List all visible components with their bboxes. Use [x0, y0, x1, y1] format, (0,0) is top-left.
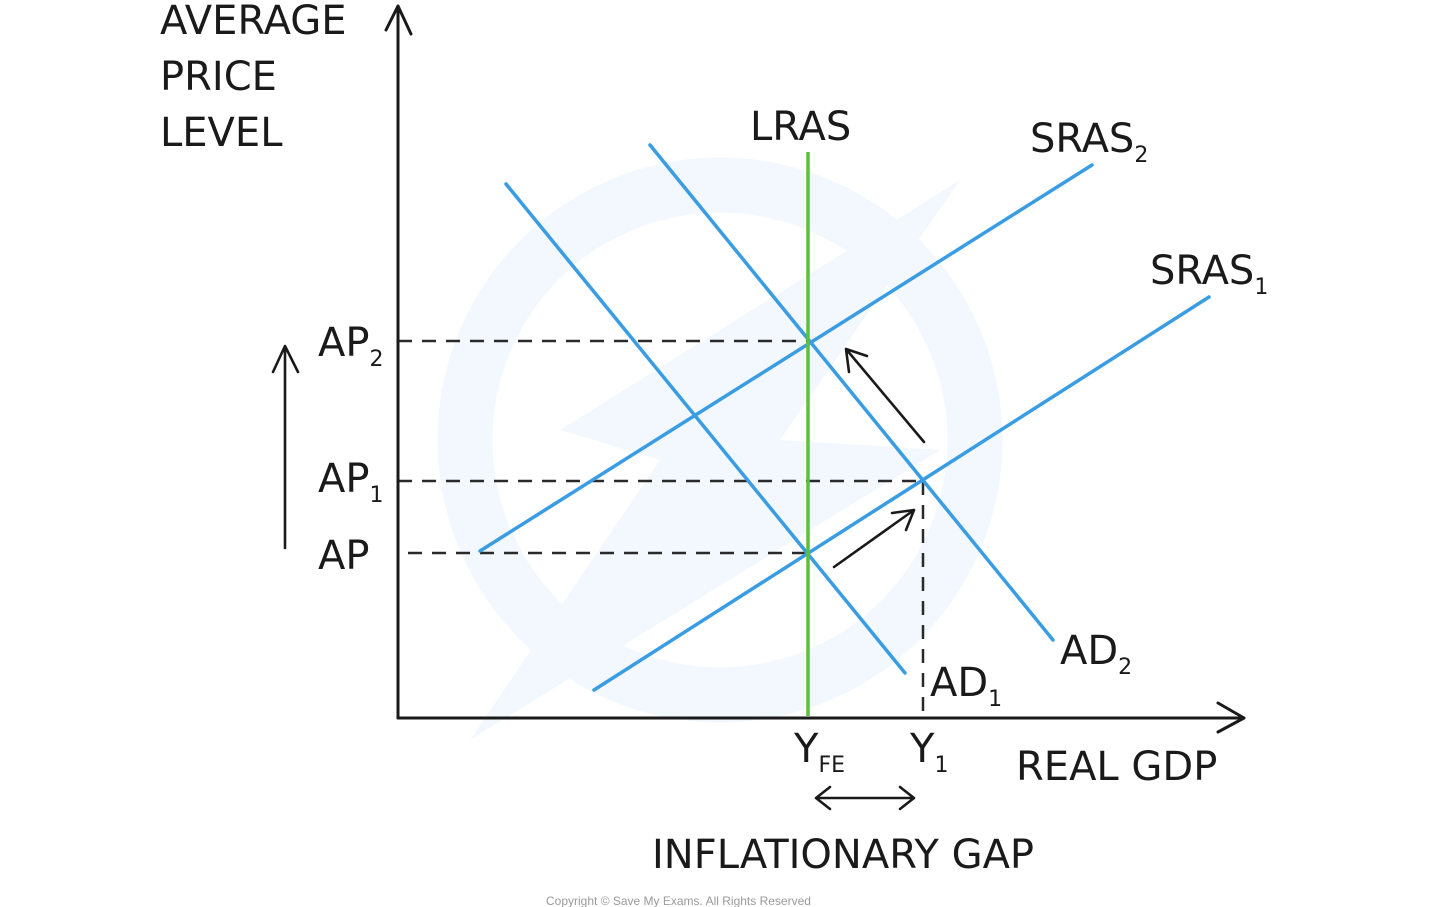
gap-double-arrow — [814, 785, 916, 811]
lras-label: LRAS — [750, 104, 851, 150]
ap1-label: AP1 — [318, 456, 383, 508]
y-axis — [384, 4, 413, 720]
price-rise-arrow — [271, 344, 300, 550]
x-axis — [396, 701, 1246, 734]
ad2-curve — [648, 143, 1055, 642]
yfe-label: YFE — [793, 726, 845, 778]
sras1-label: SRAS1 — [1150, 248, 1268, 300]
ad1-label: AD1 — [930, 660, 1002, 712]
ap2-label: AP2 — [318, 320, 383, 372]
ad-shift-arrow — [832, 508, 916, 569]
x-axis-label: REAL GDP — [1016, 744, 1217, 790]
sras-shift-arrow — [844, 347, 926, 444]
y-axis-label-line-3: LEVEL — [160, 110, 283, 156]
ad1-curve — [504, 182, 907, 675]
ap-label: AP — [318, 533, 369, 579]
sras2-curve — [478, 163, 1094, 553]
y-axis-label-line-2: PRICE — [160, 54, 277, 100]
ad2-label: AD2 — [1060, 628, 1132, 680]
inflationary-gap-label: INFLATIONARY GAP — [652, 832, 1034, 878]
y-axis-label-line-1: AVERAGE — [160, 0, 347, 44]
watermark-logo — [437, 157, 1003, 740]
sras1-curve — [592, 295, 1211, 692]
sras2-label: SRAS2 — [1030, 116, 1148, 168]
y1-label: Y1 — [909, 726, 948, 778]
copyright-notice: Copyright © Save My Exams. All Rights Re… — [546, 894, 811, 907]
